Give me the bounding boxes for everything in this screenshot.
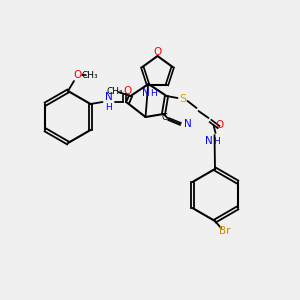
Text: H: H	[105, 103, 112, 112]
Text: N: N	[184, 119, 191, 129]
Text: O: O	[74, 70, 82, 80]
Text: C: C	[162, 113, 167, 122]
Text: N: N	[105, 92, 112, 102]
Text: H: H	[150, 88, 157, 98]
Text: N: N	[205, 136, 212, 146]
Text: CH₃: CH₃	[82, 70, 98, 80]
Text: Br: Br	[219, 226, 231, 236]
Text: S: S	[179, 94, 186, 104]
Text: N: N	[142, 88, 149, 98]
Text: O: O	[215, 120, 223, 130]
Text: O: O	[153, 47, 162, 57]
Text: O: O	[123, 86, 132, 96]
Text: CH₃: CH₃	[106, 88, 123, 97]
Text: H: H	[213, 136, 220, 146]
